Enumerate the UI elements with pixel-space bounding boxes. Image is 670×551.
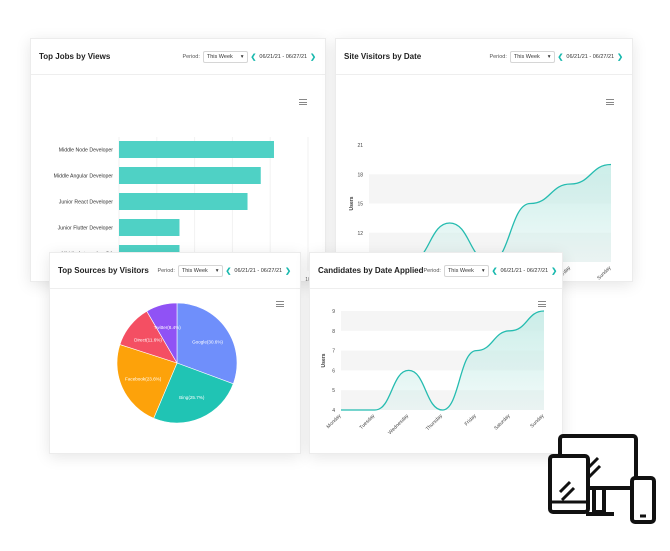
y-tick-label: 6 bbox=[332, 368, 335, 374]
chevron-right-icon[interactable]: ❯ bbox=[310, 53, 316, 61]
x-tick-label: 10 bbox=[305, 277, 311, 283]
pie-slice bbox=[146, 302, 178, 365]
category-label: Junior Flutter Developer bbox=[58, 226, 114, 232]
date-range: 06/21/21 - 06/27/21 bbox=[234, 267, 283, 274]
pie-slice bbox=[116, 344, 178, 419]
period-label: Period: bbox=[423, 267, 441, 274]
menu-icon[interactable] bbox=[538, 301, 546, 309]
bar bbox=[119, 193, 248, 210]
card-title: Top Jobs by Views bbox=[39, 52, 111, 61]
card-title: Candidates by Date Applied bbox=[318, 266, 424, 275]
chevron-left-icon[interactable]: ❮ bbox=[225, 267, 232, 275]
slice-label: Google(30.6%) bbox=[192, 340, 223, 345]
y-tick-label: 15 bbox=[357, 202, 363, 208]
pie-slice bbox=[176, 302, 238, 385]
card-header: Candidates by Date Applied Period: This … bbox=[310, 253, 562, 289]
y-tick-label: 8 bbox=[332, 329, 335, 335]
period-select[interactable]: This Week ▾ bbox=[509, 50, 555, 63]
x-tick-label: Wednesday bbox=[387, 413, 410, 436]
bar bbox=[119, 141, 274, 158]
chevron-down-icon: ▾ bbox=[215, 267, 219, 274]
chevron-down-icon: ▾ bbox=[547, 53, 551, 60]
pie-slice bbox=[153, 362, 234, 424]
x-tick-label: Tuesday bbox=[359, 413, 377, 431]
chevron-left-icon[interactable]: ❮ bbox=[557, 53, 564, 61]
bar bbox=[119, 219, 180, 236]
bar bbox=[119, 167, 261, 184]
site-visitors-card: Site Visitors by Date Period: This Week ▾… bbox=[335, 38, 633, 283]
devices-icon bbox=[548, 434, 656, 524]
category-label: Junior React Developer bbox=[59, 200, 113, 206]
x-tick-label: Sunday bbox=[529, 413, 546, 430]
chevron-right-icon[interactable]: ❯ bbox=[617, 53, 623, 61]
card-header: Top Sources by Visitors Period: This Wee… bbox=[50, 253, 300, 289]
chevron-right-icon[interactable]: ❯ bbox=[285, 267, 291, 275]
period-select[interactable]: This Week ▾ bbox=[443, 264, 489, 277]
chevron-left-icon[interactable]: ❮ bbox=[491, 267, 498, 275]
card-title: Site Visitors by Date bbox=[344, 52, 422, 61]
y-tick-label: 18 bbox=[357, 172, 363, 178]
date-range: 06/21/21 - 06/27/21 bbox=[259, 53, 308, 60]
menu-icon[interactable] bbox=[276, 301, 284, 309]
top-jobs-card: Top Jobs by Views Period: This Week ▾ ❮ 0… bbox=[30, 38, 326, 283]
date-range: 06/21/21 - 06/27/21 bbox=[566, 53, 615, 60]
slice-label: Twitter(8.4%) bbox=[154, 325, 182, 330]
candidates-card: Candidates by Date Applied Period: This … bbox=[309, 252, 563, 454]
slice-label: Direct(11.6%) bbox=[134, 338, 162, 343]
slice-label: Facebook(23.6%) bbox=[125, 376, 162, 381]
menu-icon[interactable] bbox=[606, 99, 614, 107]
x-tick-label: Sunday bbox=[596, 265, 613, 282]
chevron-down-icon: ▾ bbox=[240, 53, 244, 60]
pie-chart: Google(30.6%) Bing(25.7%) Facebook(23.6%) D… bbox=[116, 302, 238, 424]
period-label: Period: bbox=[157, 267, 175, 274]
area-chart: 4 5 6 7 8 9 Users Monday Tuesday Wednesday Thursda… bbox=[321, 309, 546, 436]
chevron-left-icon[interactable]: ❮ bbox=[250, 53, 257, 61]
period-label: Period: bbox=[182, 53, 200, 60]
y-axis-label: Users bbox=[321, 353, 327, 367]
y-tick-label: 12 bbox=[357, 231, 363, 237]
top-sources-card: Top Sources by Visitors Period: This Wee… bbox=[49, 252, 301, 454]
x-tick-label: Monday bbox=[326, 413, 343, 430]
x-tick-label: Thursday bbox=[425, 413, 444, 432]
category-label: Middle Node Developer bbox=[59, 148, 113, 154]
category-label: Middle Angular Developer bbox=[54, 174, 114, 180]
period-select[interactable]: This Week ▾ bbox=[202, 50, 248, 63]
area-fill bbox=[369, 164, 611, 262]
y-tick-label: 5 bbox=[332, 388, 335, 394]
x-tick-label: Saturday bbox=[493, 413, 512, 432]
date-range: 06/21/21 - 06/27/21 bbox=[500, 267, 549, 274]
y-tick-label: 7 bbox=[332, 349, 335, 355]
x-tick-label: Friday bbox=[464, 413, 478, 427]
grid-band bbox=[341, 311, 544, 331]
chevron-right-icon[interactable]: ❯ bbox=[551, 267, 558, 275]
period-label: Period: bbox=[489, 53, 507, 60]
y-tick-label: 21 bbox=[357, 143, 363, 149]
period-select[interactable]: This Week ▾ bbox=[177, 264, 223, 277]
area-fill bbox=[341, 311, 544, 410]
y-tick-label: 9 bbox=[332, 309, 335, 315]
card-header: Top Jobs by Views Period: This Week ▾ ❮ 0… bbox=[31, 39, 325, 75]
slice-label: Bing(25.7%) bbox=[179, 395, 205, 400]
y-tick-label: 4 bbox=[332, 408, 335, 414]
card-header: Site Visitors by Date Period: This Week ▾… bbox=[336, 39, 632, 75]
card-title: Top Sources by Visitors bbox=[58, 266, 149, 275]
menu-icon[interactable] bbox=[299, 99, 307, 107]
chevron-down-icon: ▾ bbox=[481, 267, 485, 274]
y-axis-label: Users bbox=[349, 196, 355, 210]
